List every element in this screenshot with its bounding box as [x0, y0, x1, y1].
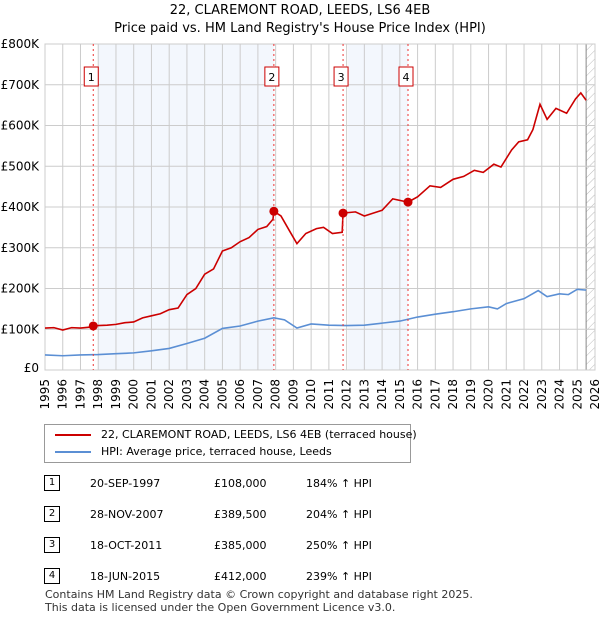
sale-date: 28-NOV-2007: [90, 508, 164, 521]
x-tick-label: 2024: [553, 379, 567, 410]
sale-date: 20-SEP-1997: [90, 477, 161, 490]
x-tick-label: 2014: [375, 379, 389, 410]
chart-subtitle: Price paid vs. HM Land Registry's House …: [114, 21, 486, 36]
series-line: [44, 288, 587, 357]
sale-number: 2: [44, 506, 60, 522]
sale-row: 4 18-JUN-2015 £412,000 239% ↑ HPI: [44, 568, 544, 586]
y-tick-label: £200K: [1, 282, 41, 296]
sale-marker-box: [333, 66, 349, 87]
x-tick-label: 2009: [286, 379, 300, 410]
x-tick-label: 2017: [428, 379, 442, 410]
x-tick-label: 2020: [482, 379, 496, 410]
sale-point: [269, 206, 279, 216]
y-tick-label: £600K: [1, 119, 41, 133]
x-tick-label: 2011: [322, 379, 336, 410]
sale-point: [403, 197, 413, 207]
sale-point: [338, 208, 348, 218]
x-tick-label: 1998: [91, 379, 105, 410]
sale-point: [88, 321, 98, 331]
x-tick-label: 2016: [411, 379, 425, 410]
x-tick-label: 2026: [588, 379, 600, 410]
x-tick-label: 2005: [215, 379, 229, 410]
sale-hpi: 184% ↑ HPI: [306, 477, 372, 490]
sale-marker-label: 2: [268, 71, 275, 84]
sale-marker-box: [398, 66, 414, 87]
sale-number: 3: [44, 537, 60, 553]
sale-hpi: 239% ↑ HPI: [306, 570, 372, 583]
x-tick-label: 1997: [73, 379, 87, 410]
sale-row: 3 18-OCT-2011 £385,000 250% ↑ HPI: [44, 537, 544, 555]
y-tick-label: £0: [24, 361, 39, 375]
x-tick-label: 1995: [38, 379, 52, 410]
y-tick-label: £500K: [1, 159, 41, 173]
sale-marker-label: 3: [338, 71, 345, 84]
x-tick-label: 2006: [233, 379, 247, 410]
sale-marker-box: [83, 66, 99, 87]
plot-border: [44, 43, 596, 371]
x-tick-label: 2015: [393, 379, 407, 410]
chart-title: 22, CLAREMONT ROAD, LEEDS, LS6 4EB: [169, 3, 431, 18]
y-tick-label: £400K: [1, 200, 41, 214]
x-tick-label: 2025: [570, 379, 584, 410]
footer: Contains HM Land Registry data © Crown c…: [45, 588, 473, 614]
x-tick-label: 2013: [357, 379, 371, 410]
sale-price: £108,000: [214, 477, 267, 490]
sale-marker-box: [264, 66, 280, 87]
legend-label: HPI: Average price, terraced house, Leed…: [101, 445, 332, 458]
x-tick-label: 2004: [198, 379, 212, 410]
legend-label: 22, CLAREMONT ROAD, LEEDS, LS6 4EB (terr…: [101, 428, 417, 441]
x-tick-label: 2007: [251, 379, 265, 410]
y-tick-label: £800K: [1, 37, 41, 51]
sale-marker-label: 1: [88, 71, 95, 84]
legend-item-property: 22, CLAREMONT ROAD, LEEDS, LS6 4EB (terr…: [55, 428, 417, 442]
y-tick-label: £300K: [1, 241, 41, 255]
sale-price: £385,000: [214, 539, 267, 552]
series-line: [44, 91, 587, 331]
x-tick-label: 2003: [180, 379, 194, 410]
footer-line: Contains HM Land Registry data © Crown c…: [45, 588, 473, 601]
x-tick-label: 2002: [162, 379, 176, 410]
x-tick-label: 2012: [340, 379, 354, 410]
sale-hpi: 250% ↑ HPI: [306, 539, 372, 552]
sale-row: 1 20-SEP-1997 £108,000 184% ↑ HPI: [44, 475, 544, 493]
legend: 22, CLAREMONT ROAD, LEEDS, LS6 4EB (terr…: [44, 424, 417, 463]
sale-row: 2 28-NOV-2007 £389,500 204% ↑ HPI: [44, 506, 544, 524]
x-tick-label: 2008: [269, 379, 283, 410]
sale-date: 18-OCT-2011: [90, 539, 163, 552]
legend-item-hpi: HPI: Average price, terraced house, Leed…: [55, 445, 332, 459]
sale-number: 1: [44, 475, 60, 491]
x-tick-label: 2023: [535, 379, 549, 410]
x-tick-label: 2010: [304, 379, 318, 410]
sale-date: 18-JUN-2015: [90, 570, 161, 583]
x-tick-label: 2018: [446, 379, 460, 410]
x-tick-label: 2021: [499, 379, 513, 410]
sale-price: £412,000: [214, 570, 267, 583]
y-tick-label: £700K: [1, 78, 41, 92]
sale-marker-label: 4: [403, 71, 410, 84]
sale-number: 4: [44, 568, 60, 584]
x-tick-label: 2001: [144, 379, 158, 410]
x-tick-label: 1996: [56, 379, 70, 410]
x-tick-label: 2019: [464, 379, 478, 410]
x-tick-label: 2000: [127, 379, 141, 410]
footer-line: This data is licensed under the Open Gov…: [45, 601, 396, 614]
sale-hpi: 204% ↑ HPI: [306, 508, 372, 521]
sale-price: £389,500: [214, 508, 267, 521]
x-tick-label: 1999: [109, 379, 123, 410]
y-tick-label: £100K: [1, 322, 41, 336]
x-tick-label: 2022: [517, 379, 531, 410]
plot-area: 1995 1996 1997 1998 1999 2000 2001 2002 2003 2004…: [1, 37, 600, 410]
